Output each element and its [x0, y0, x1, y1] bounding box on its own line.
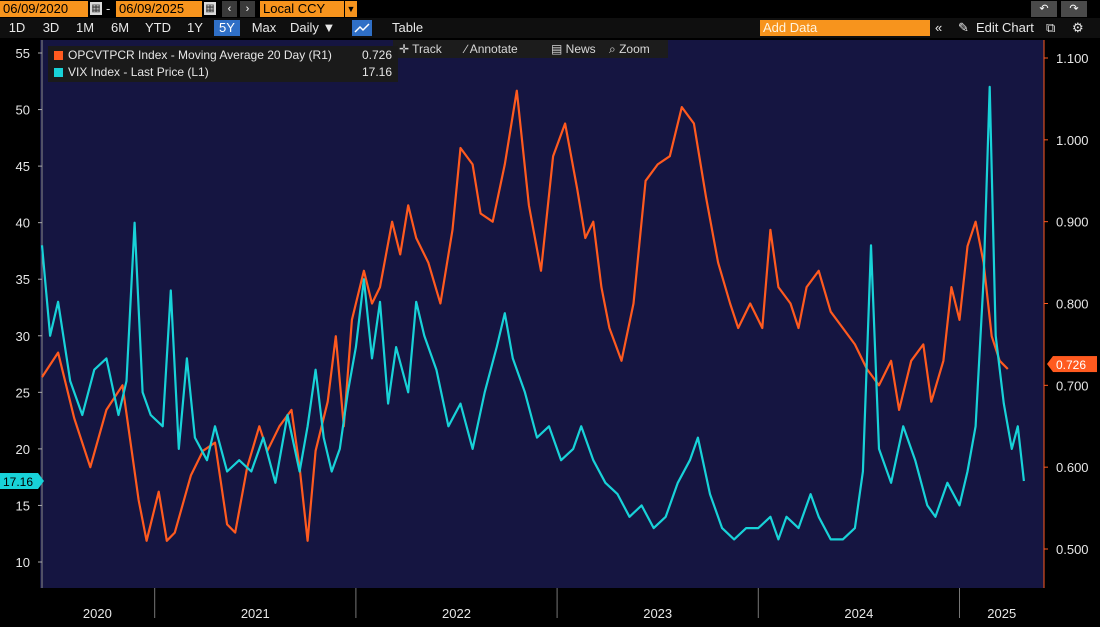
- x-tick-label: 2024: [844, 606, 873, 621]
- x-tick-label: 2025: [987, 606, 1016, 621]
- timeframe-3d[interactable]: 3D: [42, 20, 60, 35]
- add-data-input[interactable]: Add Data: [760, 20, 930, 36]
- legend-swatch: [54, 68, 63, 77]
- date-range-bar: 06/09/2020 ▦ - 06/09/2025 ▦ ‹ › Local CC…: [0, 0, 1100, 18]
- collapse-icon[interactable]: «: [935, 20, 943, 35]
- zoom-tool[interactable]: ⌕ Zoom: [609, 41, 650, 57]
- right-tick-label: 1.000: [1056, 133, 1089, 148]
- date-separator: -: [106, 1, 111, 16]
- axes: 101520253035404550550.5000.6000.7000.800…: [16, 40, 1089, 621]
- left-tick-label: 50: [16, 103, 30, 118]
- timeframe-max[interactable]: Max: [251, 20, 277, 35]
- news-tool[interactable]: ▤ News: [551, 41, 596, 57]
- chart-legend: OPCVTPCR Index - Moving Average 20 Day (…: [48, 46, 398, 82]
- vix-value-tag: [0, 473, 38, 490]
- series-layer: [40, 85, 1025, 542]
- prev-period-button[interactable]: ‹: [222, 1, 237, 17]
- opcvtpcr-value-tag: [1053, 356, 1097, 373]
- x-tick-label: 2020: [83, 606, 112, 621]
- crosshair-icon: ✛: [399, 42, 413, 56]
- calendar-icon[interactable]: ▦: [204, 2, 216, 15]
- legend-label: OPCVTPCR Index - Moving Average 20 Day (…: [68, 48, 332, 62]
- calendar-icon[interactable]: ▦: [90, 2, 102, 15]
- left-tick-label: 10: [16, 555, 30, 570]
- legend-item-vix[interactable]: VIX Index - Last Price (L1): [54, 64, 209, 80]
- right-tick-label: 1.100: [1056, 51, 1089, 66]
- timeframe-5y[interactable]: 5Y: [214, 20, 240, 36]
- pencil-icon[interactable]: ✎: [958, 20, 969, 35]
- chevron-down-icon[interactable]: ▼: [345, 1, 357, 17]
- right-tick-label: 0.800: [1056, 297, 1089, 312]
- redo-button[interactable]: ↷: [1061, 1, 1087, 17]
- end-date-field[interactable]: 06/09/2025: [116, 1, 202, 17]
- magnifier-icon: ⌕: [609, 42, 620, 56]
- undo-button[interactable]: ↶: [1031, 1, 1057, 17]
- timeframe-6m[interactable]: 6M: [110, 20, 130, 35]
- table-button[interactable]: Table: [392, 20, 424, 35]
- timeframe-1d[interactable]: 1D: [8, 20, 26, 35]
- news-icon: ▤: [551, 42, 566, 56]
- left-tick-label: 30: [16, 329, 30, 344]
- vix-value-tag-arrow: [38, 473, 44, 490]
- opcvtpcr-value-tag-arrow: [1047, 356, 1053, 373]
- currency-select[interactable]: Local CCY: [260, 1, 344, 17]
- x-tick-label: 2022: [442, 606, 471, 621]
- left-tick-label: 15: [16, 498, 30, 513]
- vix-series-line: [40, 85, 1025, 541]
- left-tick-label: 20: [16, 442, 30, 457]
- legend-label: VIX Index - Last Price (L1): [68, 65, 209, 79]
- right-tick-label: 0.500: [1056, 542, 1089, 557]
- left-tick-label: 45: [16, 159, 30, 174]
- x-tick-label: 2021: [241, 606, 270, 621]
- legend-item-opcvtpcr[interactable]: OPCVTPCR Index - Moving Average 20 Day (…: [54, 47, 332, 63]
- annotate-label: Annotate: [469, 42, 518, 56]
- pen-icon: ∕: [465, 42, 470, 56]
- zoom-label: Zoom: [619, 42, 650, 56]
- chart-tools-bar: ✛ Track ∕ Annotate ▤ News ⌕ Zoom: [393, 40, 668, 58]
- left-tick-label: 25: [16, 385, 30, 400]
- x-tick-label: 2023: [643, 606, 672, 621]
- left-tick-label: 35: [16, 272, 30, 287]
- left-tick-label: 55: [16, 46, 30, 61]
- next-period-button[interactable]: ›: [240, 1, 255, 17]
- frequency-select[interactable]: Daily ▼: [290, 20, 336, 35]
- right-tick-label: 0.900: [1056, 215, 1089, 230]
- vix-value-tag-text: 17.16: [3, 475, 33, 489]
- chart-settings-icon[interactable]: ⧉: [1046, 20, 1056, 35]
- right-tick-label: 0.700: [1056, 378, 1089, 393]
- plot-background: [40, 40, 1044, 588]
- value-tags: 17.16 0.726: [0, 356, 1097, 490]
- annotate-tool[interactable]: ∕ Annotate: [465, 41, 518, 57]
- timeframe-ytd[interactable]: YTD: [145, 20, 171, 35]
- opcvtpcr-value-tag-text: 0.726: [1056, 358, 1086, 372]
- timeframe-1m[interactable]: 1M: [75, 20, 95, 35]
- legend-value-vix: 17.16: [361, 65, 392, 79]
- edit-chart-button[interactable]: Edit Chart: [976, 20, 1034, 35]
- legend-value-opcvtpcr: 0.726: [361, 48, 392, 62]
- left-tick-label: 40: [16, 216, 30, 231]
- track-tool[interactable]: ✛ Track: [399, 41, 442, 57]
- legend-swatch: [54, 51, 63, 60]
- right-tick-label: 0.600: [1056, 460, 1089, 475]
- track-label: Track: [412, 42, 442, 56]
- timeframe-1y[interactable]: 1Y: [187, 20, 203, 35]
- gear-icon[interactable]: ⚙: [1072, 20, 1084, 35]
- start-date-field[interactable]: 06/09/2020: [0, 1, 88, 17]
- news-label: News: [565, 42, 596, 56]
- x-axis-band: [40, 588, 1044, 627]
- line-chart-icon[interactable]: [352, 20, 372, 36]
